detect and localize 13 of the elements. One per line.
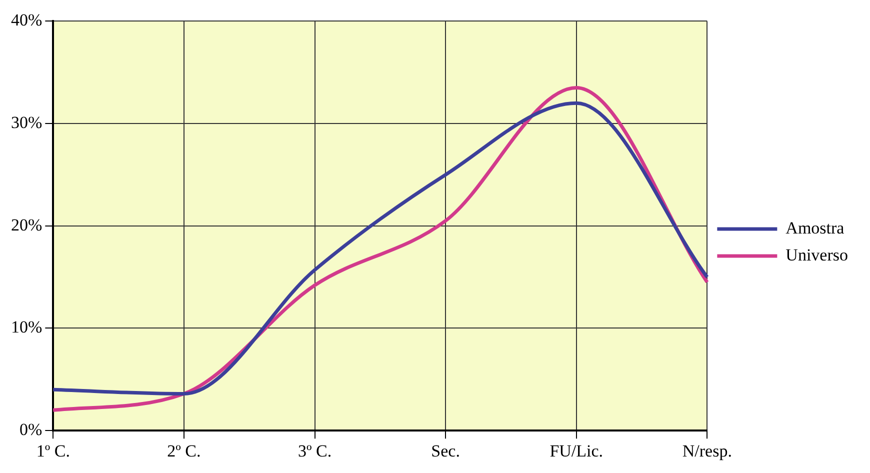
legend-label: Amostra	[786, 218, 845, 238]
x-tick-label: 1º C.	[36, 441, 70, 460]
x-tick-label: Sec.	[431, 441, 460, 460]
x-tick-label: FU/Lic.	[550, 441, 604, 460]
legend-label: Universo	[786, 245, 848, 264]
x-tick-label: 2º C.	[167, 441, 201, 460]
x-tick-label: 3º C.	[298, 441, 332, 460]
y-tick-label: 10%	[10, 318, 42, 337]
y-tick-label: 40%	[10, 10, 42, 30]
x-tick-label: N/resp.	[682, 441, 732, 460]
y-tick-label: 0%	[19, 420, 42, 440]
y-tick-label: 20%	[10, 215, 42, 234]
y-tick-label: 30%	[10, 113, 42, 132]
